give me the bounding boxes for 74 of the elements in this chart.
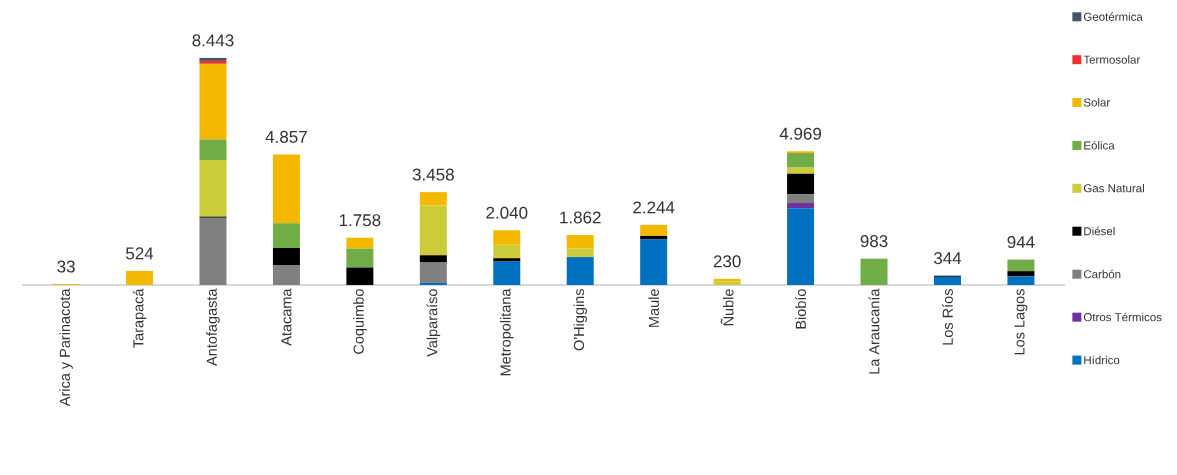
x-tick-label: Antofagasta: [206, 288, 220, 366]
annotation: 4.969: [779, 127, 822, 140]
bar: [640, 224, 668, 236]
x-tick-label: La Araucanía: [868, 288, 880, 374]
bar: [860, 258, 888, 285]
legend-label: Solar: [1083, 98, 1111, 107]
bar: [566, 235, 594, 249]
bar: [419, 192, 447, 206]
x-tick-label: Maule: [648, 289, 659, 327]
bar: [493, 258, 521, 262]
bar: [1007, 271, 1035, 277]
bar: [566, 257, 594, 285]
annotation: 4.857: [265, 130, 307, 143]
bar: [419, 255, 447, 263]
annotation: 983: [860, 235, 888, 248]
x-tick-label: Biobío: [795, 289, 806, 329]
x-tick-label: Ñuble: [720, 289, 734, 326]
bar: [933, 276, 961, 285]
bar: [787, 194, 815, 204]
x-tick-label: Valparaíso: [426, 289, 441, 357]
x-tick-label: Arica y Parinacota: [59, 288, 73, 407]
bar: [1007, 276, 1035, 285]
bar: [787, 167, 815, 174]
bar: [493, 244, 521, 259]
legend-label: Otros Térmicos: [1083, 312, 1162, 322]
legend-label: Eólica: [1084, 140, 1115, 150]
x-tick-label: O'Higgins: [573, 289, 587, 351]
x-tick-label: Atacama: [281, 288, 292, 346]
bar: [199, 217, 227, 285]
annotation: 944: [1007, 236, 1035, 249]
annotation: 2.040: [486, 206, 528, 219]
annotation: 8.443: [192, 34, 234, 47]
bar: [126, 270, 154, 285]
bar: [640, 239, 668, 285]
x-tick-label: Metropolitana: [500, 288, 514, 376]
legend-label: Hídrico: [1084, 355, 1120, 365]
annotation: 1.758: [339, 214, 381, 227]
annotation: 524: [126, 247, 154, 260]
legend-label: Gas Natural: [1083, 183, 1144, 193]
bar: [346, 248, 374, 268]
bar: [493, 261, 521, 285]
bar: [566, 248, 594, 258]
bar: [787, 173, 815, 195]
bar: [272, 154, 300, 224]
bar: [346, 237, 374, 249]
bar: [787, 153, 815, 168]
bar: [493, 230, 521, 245]
legend-label: Carbón: [1083, 269, 1121, 279]
bar: [1007, 259, 1035, 272]
bar: [787, 203, 815, 209]
annotation: 33: [57, 260, 75, 273]
annotation: 3.458: [412, 168, 454, 181]
annotation: 2.244: [633, 201, 675, 214]
legend-label: Diésel: [1084, 226, 1115, 236]
x-tick-label: Coquimbo: [353, 289, 367, 354]
legend-label: Termosolar: [1083, 55, 1141, 64]
bar: [419, 262, 447, 283]
bar: [199, 139, 227, 161]
bar: [419, 205, 447, 256]
x-tick-label: Los Lagos: [1014, 289, 1028, 355]
bar: [787, 208, 815, 285]
bar: [199, 160, 227, 217]
bar: [199, 63, 227, 140]
annotation: 230: [713, 255, 741, 268]
bar: [272, 265, 300, 285]
x-tick-label: Tarapacá: [132, 288, 147, 348]
annotation: 344: [933, 252, 962, 265]
bar: [272, 223, 300, 248]
bar: [272, 247, 300, 266]
x-tick-label: Los Ríos: [942, 289, 953, 345]
annotation: 1.862: [560, 211, 601, 224]
bar: [346, 267, 374, 285]
legend-label: Geotérmica: [1083, 12, 1143, 21]
bar: [419, 282, 447, 285]
